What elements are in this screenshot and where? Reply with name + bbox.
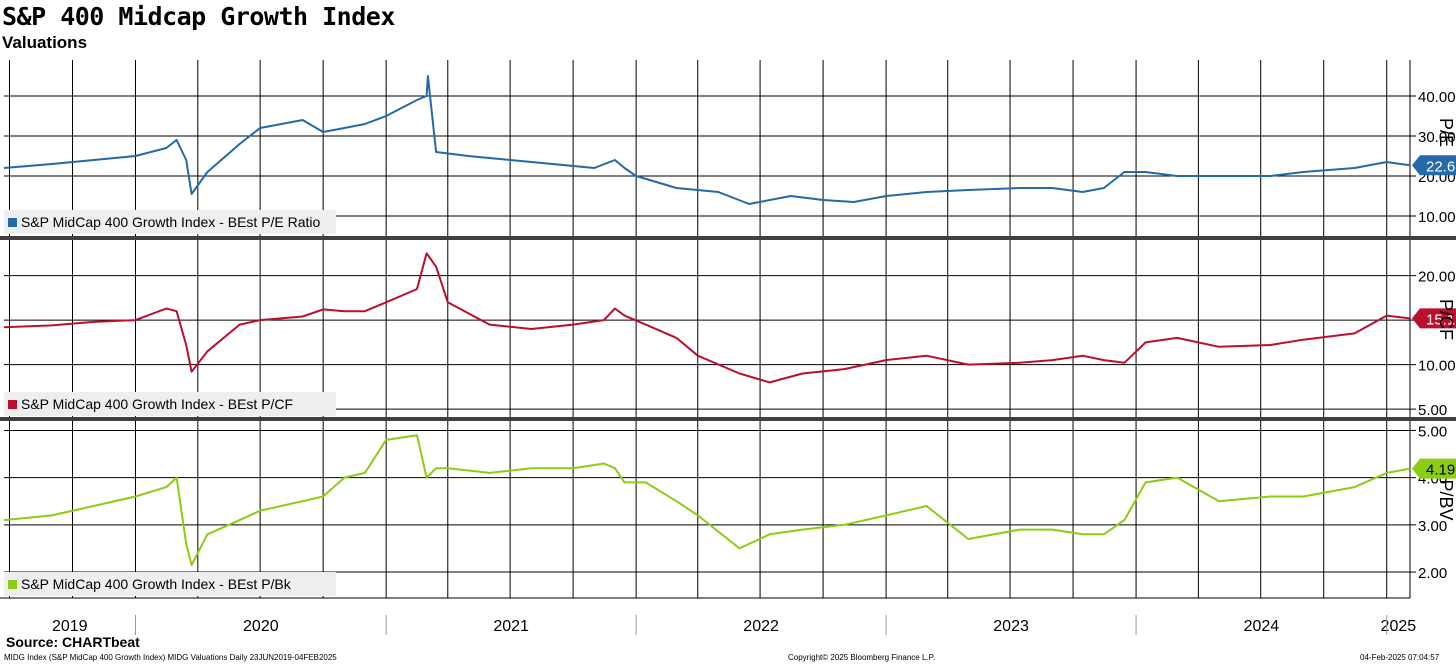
legend-box bbox=[4, 392, 336, 416]
x-tick-label: 2020 bbox=[243, 618, 279, 635]
last-value-label: 4.19 bbox=[1426, 462, 1455, 479]
series-line bbox=[3, 75, 1411, 205]
legend-swatch bbox=[8, 580, 17, 589]
x-tick-label: 2023 bbox=[993, 618, 1029, 635]
legend-box bbox=[4, 210, 336, 234]
source-label: Source: CHARTbeat bbox=[6, 634, 140, 650]
legend-box bbox=[4, 572, 336, 596]
x-tick-label: 2025 bbox=[1381, 618, 1417, 635]
y-tick-label: 5.00 bbox=[1418, 402, 1447, 419]
legend-label: S&P MidCap 400 Growth Index - BEst P/CF bbox=[21, 396, 293, 412]
y-axis-title: P/E bbox=[1436, 118, 1456, 147]
chart-title: S&P 400 Midcap Growth Index bbox=[2, 2, 395, 31]
y-tick-label: 40.00 bbox=[1418, 89, 1456, 106]
last-value-badge bbox=[1412, 308, 1456, 329]
x-tick-label: 2024 bbox=[1244, 618, 1280, 635]
y-tick-label: 10.00 bbox=[1418, 209, 1456, 226]
x-tick-label: 2022 bbox=[743, 618, 779, 635]
legend-swatch bbox=[8, 400, 17, 409]
chart-subtitle: Valuations bbox=[2, 33, 88, 52]
x-tick-label: 2019 bbox=[52, 618, 88, 635]
last-value-label: 22.68 bbox=[1426, 158, 1456, 175]
last-value-badge bbox=[1412, 458, 1456, 479]
y-tick-label: 5.00 bbox=[1418, 423, 1447, 440]
y-tick-label: 10.00 bbox=[1418, 358, 1456, 375]
series-line bbox=[3, 252, 1411, 384]
footer-copyright: Copyright© 2025 Bloomberg Finance L.P. bbox=[788, 653, 936, 662]
footer-description: MIDG Index (S&P MidCap 400 Growth Index)… bbox=[4, 653, 337, 662]
panel-separator bbox=[0, 236, 1456, 240]
legend-label: S&P MidCap 400 Growth Index - BEst P/E R… bbox=[21, 214, 321, 230]
last-value-badge bbox=[1412, 155, 1456, 176]
footer-timestamp: 04-Feb-2025 07:04:57 bbox=[1360, 653, 1440, 662]
y-axis-title: P/BV bbox=[1436, 480, 1456, 521]
y-tick-label: 2.00 bbox=[1418, 565, 1447, 582]
legend-label: S&P MidCap 400 Growth Index - BEst P/Bk bbox=[21, 576, 292, 592]
x-tick-label: 2021 bbox=[493, 618, 529, 635]
y-tick-label: 30.00 bbox=[1418, 129, 1456, 146]
y-axis-title: P/CF bbox=[1436, 299, 1456, 340]
y-tick-label: 20.00 bbox=[1418, 269, 1456, 286]
y-tick-label: 3.00 bbox=[1418, 518, 1447, 535]
series-line bbox=[3, 434, 1411, 566]
panel-separator bbox=[0, 417, 1456, 421]
legend-swatch bbox=[8, 218, 17, 227]
last-value-label: 15.19 bbox=[1426, 311, 1456, 328]
